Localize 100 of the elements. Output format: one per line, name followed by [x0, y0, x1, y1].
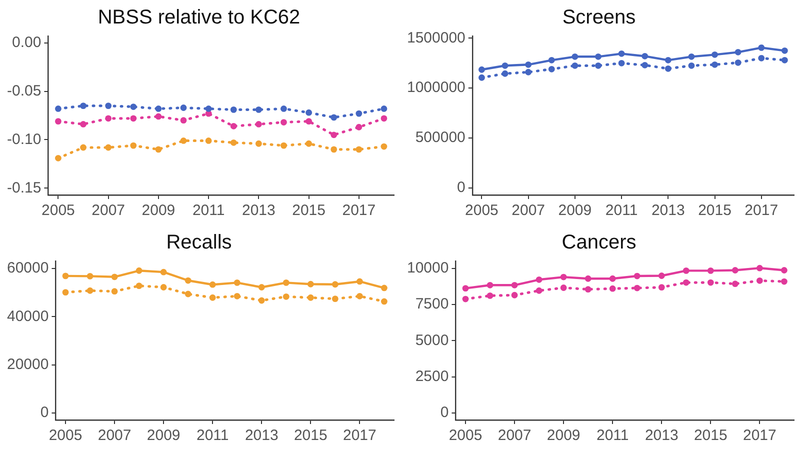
chart-title: Recalls	[166, 232, 232, 254]
point	[230, 122, 237, 130]
point	[707, 279, 714, 286]
point	[584, 275, 592, 282]
point	[280, 119, 287, 126]
point	[205, 138, 212, 144]
point	[707, 267, 714, 274]
point	[618, 60, 625, 66]
point	[525, 68, 532, 76]
point	[234, 292, 240, 300]
point	[155, 106, 162, 112]
y-tick-label: 20000	[6, 356, 49, 373]
point	[595, 62, 602, 69]
point	[255, 140, 262, 147]
x-tick-label: 2005	[42, 202, 75, 220]
point	[55, 118, 62, 125]
point	[282, 293, 290, 300]
chart-title: Cancers	[562, 232, 636, 254]
x-tick-label: 2013	[242, 202, 276, 220]
chart-title: NBSS relative to KC62	[98, 6, 300, 29]
point	[258, 284, 265, 290]
x-tick-label: 2015	[292, 202, 326, 220]
point	[511, 292, 518, 298]
y-tick-label: 40000	[6, 308, 49, 325]
point	[478, 74, 485, 81]
point	[111, 274, 118, 280]
point	[255, 121, 262, 128]
point	[486, 282, 494, 288]
point	[642, 52, 648, 60]
point	[642, 62, 648, 68]
y-tick-label: 5000	[415, 332, 449, 349]
point	[330, 146, 338, 153]
point	[780, 267, 788, 274]
point	[86, 287, 94, 294]
x-tick-label: 2015	[694, 427, 728, 444]
point	[780, 278, 788, 285]
point	[560, 274, 567, 280]
point	[105, 144, 112, 151]
x-tick-label: 2017	[342, 427, 376, 444]
point	[280, 106, 287, 112]
point	[111, 288, 118, 295]
point	[62, 272, 69, 280]
point	[280, 142, 287, 149]
point	[160, 268, 167, 276]
point	[234, 279, 240, 286]
point	[380, 143, 388, 150]
point	[136, 282, 142, 290]
point	[609, 285, 616, 292]
point	[258, 297, 265, 304]
y-tick-label: 60000	[6, 260, 49, 277]
point	[230, 139, 237, 146]
point	[80, 102, 86, 110]
point	[572, 62, 578, 69]
x-tick-label: 2009	[142, 202, 176, 220]
point	[105, 102, 112, 110]
point	[136, 267, 142, 274]
y-tick-label: 0.00	[12, 34, 42, 51]
point	[462, 285, 469, 292]
point	[734, 59, 742, 66]
point	[356, 110, 362, 117]
point	[584, 286, 592, 293]
x-tick-label: 2011	[596, 427, 629, 444]
x-tick-label: 2013	[644, 427, 678, 444]
point	[230, 106, 237, 113]
x-tick-label: 2017	[744, 202, 778, 220]
point	[781, 47, 788, 54]
x-tick-label: 2007	[98, 427, 132, 444]
point	[536, 276, 542, 283]
point	[62, 289, 69, 296]
point	[306, 118, 312, 125]
x-tick-label: 2017	[742, 427, 776, 444]
y-tick-label: -0.10	[6, 130, 42, 148]
y-tick-label: 7500	[415, 296, 449, 313]
point	[332, 281, 338, 288]
point	[80, 121, 86, 128]
x-tick-label: 2013	[651, 202, 685, 220]
y-tick-label: 0	[40, 404, 49, 422]
point	[306, 140, 312, 147]
point	[307, 294, 314, 301]
x-tick-label: 2009	[546, 427, 580, 444]
point	[105, 115, 112, 122]
point	[560, 284, 567, 291]
point	[130, 104, 137, 110]
point	[756, 277, 763, 284]
x-tick-label: 2007	[512, 202, 546, 220]
x-tick-label: 2011	[605, 202, 638, 220]
point	[664, 56, 672, 64]
point	[682, 279, 690, 286]
point	[536, 287, 542, 294]
point	[609, 275, 616, 282]
x-tick-label: 2013	[244, 427, 278, 444]
y-tick-label: 0	[457, 179, 466, 196]
point	[180, 104, 187, 111]
y-tick-label: -0.15	[6, 179, 42, 196]
point	[712, 51, 718, 58]
point	[255, 106, 262, 113]
point	[180, 117, 187, 124]
x-tick-label: 2005	[465, 202, 498, 220]
point	[155, 113, 162, 120]
x-tick-label: 2015	[294, 427, 328, 444]
